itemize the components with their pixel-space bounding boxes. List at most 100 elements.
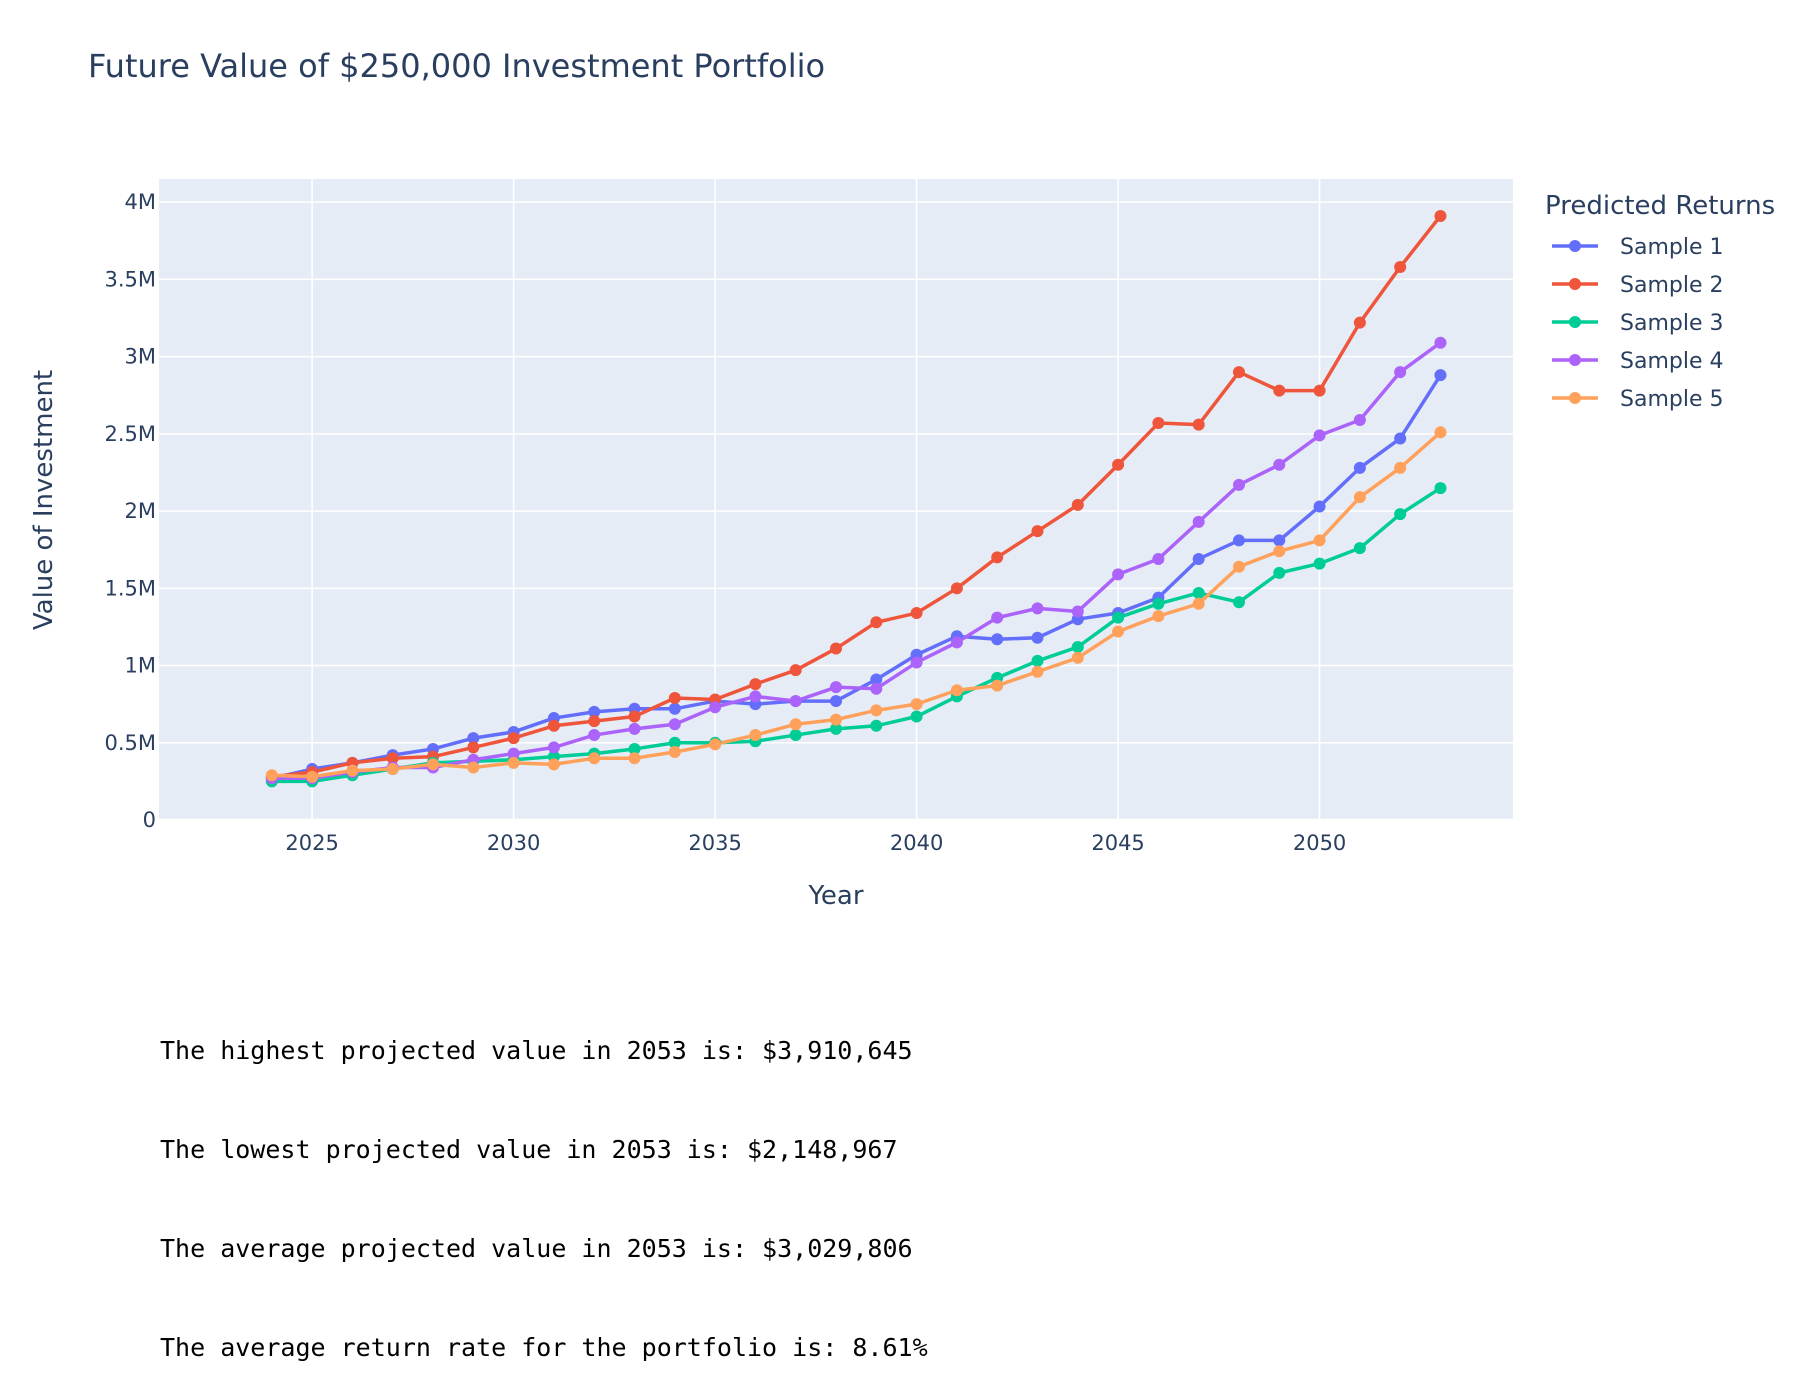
series-lines [271, 214, 1442, 784]
series-points [265, 209, 1447, 788]
data-point-sample-5 [1353, 491, 1366, 504]
data-point-sample-5 [991, 679, 1004, 692]
data-point-sample-4 [1071, 605, 1084, 618]
data-point-sample-5 [1152, 610, 1165, 623]
data-point-sample-4 [1353, 413, 1366, 426]
data-point-sample-2 [588, 715, 601, 728]
data-point-sample-2 [870, 616, 883, 629]
data-point-sample-3 [1394, 508, 1407, 521]
y-tick-label: 3.5M [104, 267, 156, 291]
data-point-sample-2 [991, 551, 1004, 564]
legend-label: Sample 2 [1620, 273, 1723, 298]
x-tick-label: 2050 [1293, 831, 1346, 855]
data-point-sample-4 [547, 741, 560, 754]
data-point-sample-4 [749, 690, 762, 703]
data-point-sample-4 [991, 611, 1004, 624]
data-point-sample-5 [1031, 665, 1044, 678]
data-point-sample-2 [1353, 316, 1366, 329]
data-point-sample-4 [910, 656, 923, 669]
data-point-sample-3 [628, 742, 641, 755]
data-point-sample-2 [749, 678, 762, 691]
output-line-lowest: The lowest projected value in 2053 is: $… [160, 1135, 898, 1164]
output-text: The highest projected value in 2053 is: … [160, 968, 928, 1397]
legend-item-sample-1[interactable]: Sample 1 [1552, 235, 1723, 260]
data-point-sample-3 [870, 719, 883, 732]
data-point-sample-1 [1394, 432, 1407, 445]
x-axis-ticks: 2025 2030 2035 2040 2045 2050 [285, 831, 1346, 855]
data-point-sample-5 [386, 763, 399, 776]
chart-title: Future Value of $250,000 Investment Port… [88, 47, 825, 85]
data-point-sample-3 [789, 729, 802, 742]
data-point-sample-5 [507, 756, 520, 769]
data-point-sample-3 [1071, 641, 1084, 654]
data-point-sample-2 [1152, 417, 1165, 430]
data-point-sample-2 [1434, 209, 1447, 222]
data-point-sample-2 [910, 607, 923, 620]
data-point-sample-5 [1313, 534, 1326, 547]
y-tick-label: 3M [125, 345, 156, 369]
data-point-sample-2 [1313, 384, 1326, 397]
data-point-sample-5 [1192, 597, 1205, 610]
data-point-sample-5 [830, 713, 842, 726]
data-point-sample-1 [1273, 534, 1286, 547]
legend-marker-swatch [1569, 392, 1581, 404]
data-point-sample-4 [1192, 515, 1205, 528]
data-point-sample-1 [1192, 552, 1205, 565]
y-axis-ticks: 0 0.5M 1M 1.5M 2M 2.5M 3M 3.5M 4M [104, 190, 156, 832]
y-tick-label: 2M [125, 499, 156, 523]
data-point-sample-5 [789, 718, 802, 731]
data-point-sample-3 [1112, 611, 1125, 624]
data-point-sample-4 [668, 718, 681, 731]
y-tick-label: 1.5M [104, 576, 156, 600]
data-point-sample-4 [1031, 602, 1044, 615]
data-point-sample-3 [830, 722, 842, 735]
data-point-sample-5 [1071, 651, 1084, 664]
data-point-sample-2 [830, 642, 842, 655]
data-point-sample-1 [1031, 631, 1044, 644]
data-point-sample-2 [950, 582, 963, 595]
data-point-sample-4 [1273, 458, 1286, 471]
data-point-sample-5 [265, 769, 278, 782]
data-point-sample-1 [1232, 534, 1245, 547]
data-point-sample-2 [628, 710, 641, 723]
data-point-sample-3 [1313, 557, 1326, 570]
data-point-sample-2 [1112, 458, 1125, 471]
legend-marker-swatch [1569, 316, 1581, 328]
data-point-sample-5 [1112, 625, 1125, 638]
data-point-sample-2 [467, 741, 480, 754]
data-point-sample-3 [1434, 482, 1447, 495]
data-point-sample-4 [950, 636, 963, 649]
data-point-sample-2 [547, 719, 560, 732]
data-point-sample-1 [467, 732, 480, 745]
y-tick-label: 0 [143, 808, 156, 832]
data-point-sample-1 [991, 633, 1004, 646]
data-point-sample-3 [1232, 596, 1245, 609]
x-tick-label: 2045 [1091, 831, 1144, 855]
legend-item-sample-4[interactable]: Sample 4 [1552, 349, 1723, 374]
data-point-sample-5 [1273, 545, 1286, 558]
series-line-sample-1 [271, 374, 1442, 781]
legend-item-sample-5[interactable]: Sample 5 [1552, 387, 1723, 412]
data-point-sample-4 [1394, 366, 1407, 379]
legend-item-sample-3[interactable]: Sample 3 [1552, 311, 1723, 336]
data-point-sample-2 [1394, 261, 1407, 274]
data-point-sample-4 [628, 722, 641, 735]
data-point-sample-5 [1434, 426, 1447, 439]
data-point-sample-3 [1192, 586, 1205, 599]
data-point-sample-1 [1313, 500, 1326, 513]
data-point-sample-5 [709, 738, 722, 751]
x-axis-title: Year [807, 881, 863, 911]
y-tick-label: 1M [125, 654, 156, 678]
legend-item-sample-2[interactable]: Sample 2 [1552, 273, 1723, 298]
data-point-sample-1 [1353, 461, 1366, 474]
data-point-sample-4 [789, 695, 802, 708]
data-point-sample-3 [1353, 542, 1366, 555]
output-line-return-rate: The average return rate for the portfoli… [160, 1333, 928, 1362]
data-point-sample-5 [427, 758, 440, 771]
data-point-sample-3 [1031, 654, 1044, 667]
data-point-sample-5 [870, 704, 883, 717]
chart: Future Value of $250,000 Investment Port… [29, 47, 1775, 911]
legend-label: Sample 1 [1620, 235, 1723, 260]
data-point-sample-3 [910, 710, 923, 723]
series-line-sample-2 [271, 214, 1442, 779]
